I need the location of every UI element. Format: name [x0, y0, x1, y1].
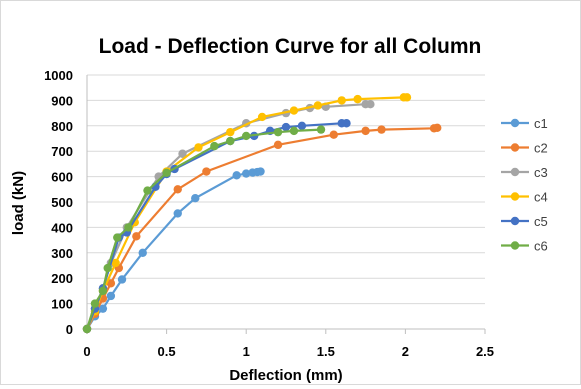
- y-tick-label: 400: [51, 220, 73, 235]
- chart-title: Load - Deflection Curve for all Column: [99, 35, 482, 58]
- data-point-c1: [106, 291, 116, 301]
- legend-marker-c4: [510, 192, 520, 201]
- tick-labels: 0 100 200 300 400 500 600 700 800 900 1000 0 0.5 1 1.5…: [44, 68, 494, 359]
- legend-marker-c1: [510, 118, 520, 128]
- data-point-c5: [281, 122, 291, 132]
- x-tick-label: 2: [402, 344, 409, 359]
- data-point-c6: [273, 127, 283, 137]
- legend-label-c5: c5: [534, 214, 548, 229]
- data-point-c4: [402, 93, 412, 102]
- x-tick-label: 1.5: [317, 344, 335, 359]
- legend-marker-c5: [510, 216, 520, 226]
- y-tick-label: 100: [51, 297, 73, 312]
- x-tick-label: 0.5: [158, 344, 176, 359]
- y-tick-label: 0: [66, 322, 73, 337]
- data-point-c5: [297, 121, 307, 130]
- data-point-c6: [242, 131, 251, 141]
- x-tick-label: 0: [83, 344, 90, 359]
- data-point-c4: [226, 127, 235, 137]
- y-tick-label: 900: [51, 93, 73, 108]
- data-point-c6: [210, 141, 219, 151]
- data-point-c4: [194, 143, 203, 152]
- data-point-c6: [162, 168, 171, 177]
- data-point-c3: [178, 149, 187, 158]
- series-line-c2: [86, 126, 438, 330]
- y-tick-label: 300: [51, 246, 73, 261]
- data-point-c6: [103, 263, 112, 273]
- data-point-c6: [113, 233, 122, 242]
- legend-marker-c6: [510, 241, 520, 250]
- legend-marker-c3: [510, 167, 520, 177]
- data-point-c1: [98, 304, 108, 313]
- data-point-c6: [82, 324, 92, 334]
- y-tick-label: 200: [51, 271, 73, 286]
- legend-marker-c2: [510, 143, 520, 152]
- y-axis-label: load (kN): [10, 171, 27, 235]
- data-point-c2: [361, 126, 370, 136]
- data-point-c4: [257, 112, 267, 122]
- x-tick-label: 2.5: [476, 344, 494, 359]
- y-tick-label: 800: [51, 119, 73, 134]
- x-axis-label: Deflection (mm): [229, 367, 342, 384]
- y-tick-label: 500: [51, 195, 73, 210]
- data-point-c6: [316, 125, 326, 134]
- data-point-c2: [132, 232, 141, 241]
- y-tick-label: 600: [51, 170, 73, 185]
- data-point-c4: [313, 101, 323, 110]
- data-point-c6: [143, 186, 152, 195]
- axes: [86, 75, 486, 334]
- series-group: [82, 93, 442, 334]
- data-point-c6: [98, 286, 108, 296]
- data-point-c1: [256, 167, 265, 176]
- data-point-c2: [173, 185, 182, 194]
- data-point-c1: [173, 209, 182, 218]
- data-point-c1: [117, 275, 127, 284]
- data-point-c5: [342, 119, 351, 128]
- data-point-c1: [242, 169, 251, 178]
- legend-label-c2: c2: [534, 141, 548, 156]
- gridlines: [87, 74, 485, 305]
- data-point-c2: [202, 167, 211, 176]
- data-point-c6: [226, 136, 235, 146]
- data-point-c2: [433, 123, 442, 133]
- x-tick-label: 1: [243, 344, 250, 359]
- y-tick-label: 700: [51, 144, 73, 159]
- legend-label-c3: c3: [534, 165, 548, 180]
- data-point-c6: [124, 223, 133, 232]
- data-point-c3: [366, 100, 375, 109]
- legend-label-c1: c1: [534, 116, 548, 131]
- data-point-c6: [289, 126, 299, 136]
- data-point-c2: [377, 125, 386, 134]
- data-point-c6: [90, 299, 100, 308]
- data-point-c4: [111, 258, 120, 268]
- data-point-c4: [337, 96, 346, 105]
- data-point-c1: [138, 248, 147, 257]
- data-point-c4: [353, 94, 362, 104]
- legend: c1 c2 c3 c4 c5 c6: [501, 116, 548, 254]
- data-point-c2: [273, 140, 283, 150]
- data-point-c2: [106, 279, 116, 288]
- legend-label-c4: c4: [534, 190, 548, 205]
- y-tick-label: 1000: [44, 68, 73, 83]
- data-point-c2: [329, 130, 338, 139]
- data-point-c1: [232, 171, 241, 180]
- data-point-c4: [289, 106, 299, 115]
- legend-label-c6: c6: [534, 239, 548, 254]
- data-point-c1: [191, 193, 200, 203]
- series-line-c6: [85, 128, 322, 330]
